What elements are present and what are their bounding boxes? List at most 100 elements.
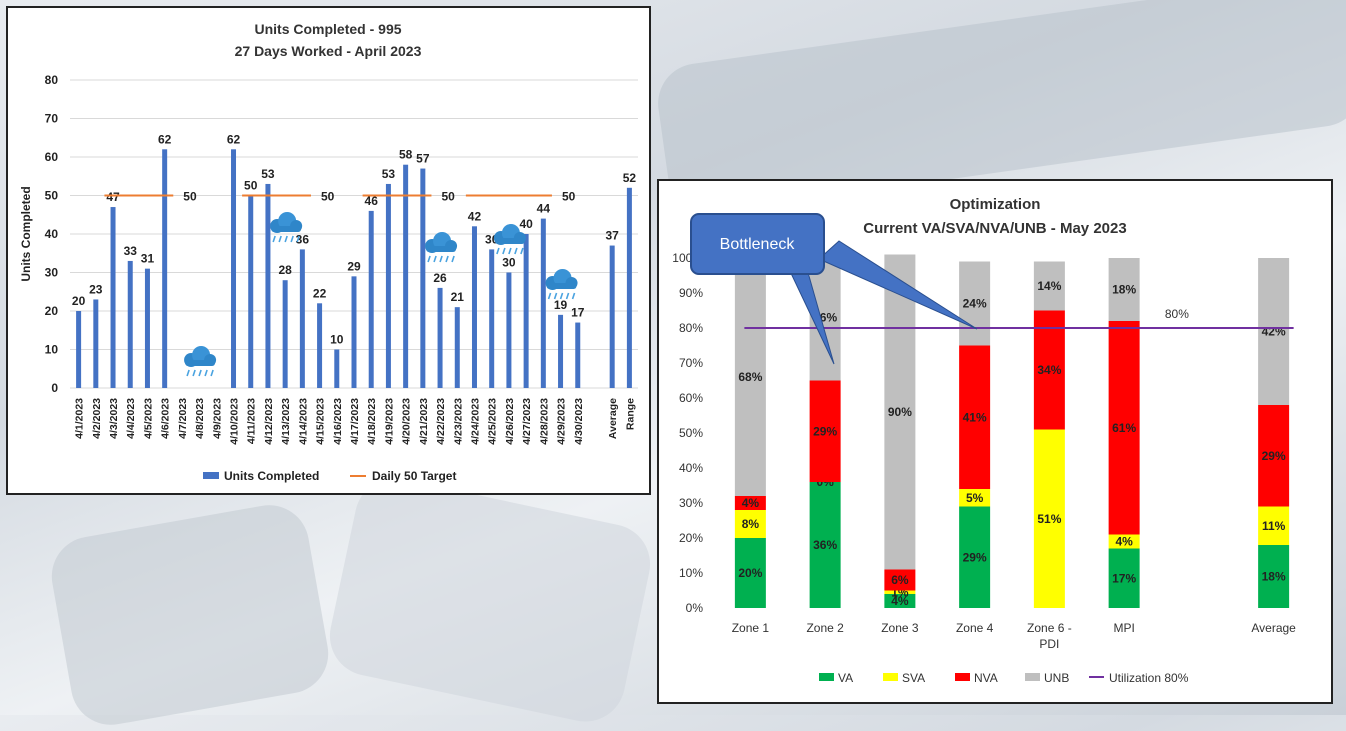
bar-data-label: 30 [502, 256, 516, 270]
bar-data-label: 22 [313, 286, 327, 300]
bar-data-label: 46 [365, 194, 379, 208]
bar-units-completed [248, 195, 254, 388]
x-tick-label: Zone 1 [732, 621, 770, 635]
segment-data-label: 68% [738, 370, 762, 384]
raindrop [439, 255, 443, 263]
x-tick-label: 4/11/2023 [246, 398, 258, 444]
rain-cloud-icon [493, 224, 526, 255]
bar-data-label: 37 [606, 229, 620, 243]
y-tick-label: 60% [679, 391, 703, 405]
bar-units-completed [540, 218, 546, 388]
bar-data-label: 58 [399, 148, 413, 162]
x-tick-label: Average [607, 398, 619, 439]
bar-units-completed [334, 349, 340, 388]
segment-data-label: 18% [1112, 283, 1136, 297]
background-shape [45, 498, 335, 731]
bar-data-label: 47 [106, 190, 120, 204]
raindrop [502, 247, 506, 255]
bar-units-completed [471, 226, 477, 388]
callout-box [690, 213, 825, 275]
raindrop [278, 235, 282, 243]
bar-data-label: 36 [296, 232, 310, 246]
bar-units-completed [420, 168, 426, 388]
y-tick-label: 30% [679, 496, 703, 510]
bar-segment-nva [959, 345, 991, 489]
y-tick-label: 70 [45, 112, 59, 126]
bar-segment-nva [884, 569, 916, 591]
legend-swatch-unb [1025, 673, 1040, 681]
bar-segment-nva [734, 496, 766, 510]
y-tick-label: 10% [679, 566, 703, 580]
segment-data-label: 5% [966, 491, 984, 505]
x-tick-label: Zone 6 - [1027, 621, 1072, 635]
cloud-base [271, 226, 302, 232]
bar-units-completed [144, 268, 150, 388]
cloud-base [494, 238, 525, 244]
bar-units-completed [489, 249, 495, 388]
segment-data-label: 36% [813, 538, 837, 552]
bar-units-completed [231, 149, 237, 388]
x-tick-label: 4/23/2023 [452, 398, 464, 445]
x-tick-label: 4/1/2023 [74, 398, 86, 439]
bar-units-completed [385, 183, 391, 388]
callout-pointer [818, 240, 978, 330]
raindrop [186, 369, 190, 377]
legend-label-daily-target: Daily 50 Target [372, 469, 456, 483]
rain-cloud-icon [425, 232, 458, 263]
x-tick-label: 4/12/2023 [263, 398, 275, 445]
background-shape [322, 470, 658, 730]
legend-label-unb: UNB [1044, 671, 1069, 685]
utilization-label: 80% [1165, 307, 1189, 321]
bar-segment-sva [1033, 429, 1065, 608]
bar-segment-sva [884, 590, 916, 594]
x-tick-label: 4/6/2023 [160, 398, 172, 439]
x-tick-label: 4/21/2023 [418, 398, 430, 445]
raindrop [284, 235, 288, 243]
x-tick-label: 4/7/2023 [177, 398, 189, 439]
bar-units-completed [351, 276, 357, 388]
x-tick-label: 4/10/2023 [229, 398, 241, 445]
chart-title: Optimization [950, 196, 1041, 213]
bar-data-label: 50 [244, 179, 258, 193]
legend-label-units-completed: Units Completed [224, 469, 319, 483]
bar-segment-unb [1033, 261, 1065, 311]
bar-units-completed [76, 311, 82, 388]
target-label: 50 [321, 190, 335, 204]
bar-data-label: 31 [141, 252, 155, 266]
raindrop [445, 255, 449, 263]
x-tick-label: 4/5/2023 [142, 398, 154, 439]
segment-data-label: 6% [891, 573, 909, 587]
bar-segment-unb [734, 258, 766, 496]
x-tick-label: 4/9/2023 [211, 398, 223, 439]
segment-data-label: 8% [742, 517, 760, 531]
bar-units-completed [265, 183, 271, 388]
raindrop [204, 369, 208, 377]
x-tick-label: Range [624, 398, 636, 430]
bar-units-completed [110, 207, 116, 388]
y-tick-label: 80 [45, 73, 59, 87]
bar-segment-sva [959, 489, 991, 507]
bar-segment-unb [959, 261, 991, 346]
raindrop [571, 292, 576, 300]
x-tick-label: 4/16/2023 [332, 398, 344, 445]
raindrop [451, 255, 455, 263]
legend-label-nva: NVA [974, 671, 998, 685]
x-tick-label: 4/24/2023 [469, 398, 481, 445]
chart-title: Units Completed - 995 [254, 21, 401, 37]
raindrop [565, 292, 570, 300]
bar-data-label: 42 [468, 209, 482, 223]
bar-data-label: 33 [124, 244, 138, 258]
bar-units-completed [368, 210, 374, 388]
bar-segment-nva [809, 380, 841, 482]
raindrop [496, 247, 500, 255]
callout-text: Bottleneck [720, 236, 796, 253]
bar-units-completed [626, 187, 632, 388]
bar-data-label: 21 [451, 290, 465, 304]
segment-data-label: 18% [1262, 570, 1286, 584]
raindrop [514, 247, 518, 255]
bar-data-label: 29 [347, 259, 361, 273]
cloud-base [546, 283, 577, 289]
x-tick-label: 4/25/2023 [487, 398, 499, 445]
units-completed-chart-panel: Units Completed - 995 27 Days Worked - Ap… [6, 6, 651, 495]
x-tick-label: 4/2/2023 [91, 398, 103, 439]
